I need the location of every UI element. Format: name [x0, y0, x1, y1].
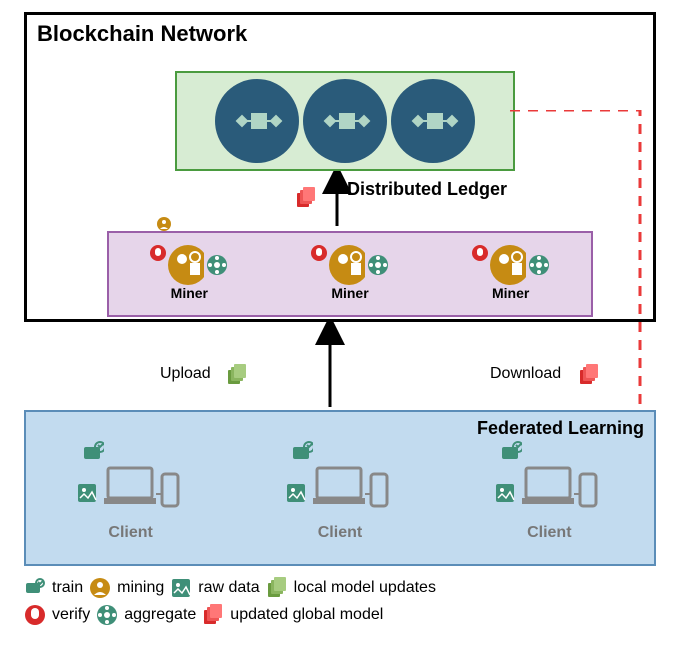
client-group: Client — [494, 442, 604, 542]
legend-label: train — [52, 574, 83, 601]
download-label: Download — [490, 365, 561, 383]
device-icon — [311, 460, 391, 520]
train-icon — [82, 442, 104, 464]
mining-icon — [329, 247, 365, 283]
stacked-docs-icon — [266, 577, 288, 599]
ledger-node — [215, 79, 299, 163]
legend-label: mining — [117, 574, 164, 601]
arrow-fl-to-miners — [310, 322, 350, 412]
aggregate-icon — [96, 604, 118, 626]
legend-label: raw data — [198, 574, 259, 601]
client-label: Client — [527, 524, 571, 542]
ledger-label: Distributed Ledger — [347, 179, 507, 200]
mining-icon — [89, 577, 111, 599]
stacked-docs-icon — [578, 364, 600, 386]
legend-row: verify aggregate updated global model — [24, 601, 656, 628]
client-label: Client — [108, 524, 152, 542]
rawdata-icon — [285, 482, 307, 504]
client-label: Client — [318, 524, 362, 542]
aggregate-icon — [206, 254, 228, 276]
legend-label: verify — [52, 601, 90, 628]
rawdata-icon — [76, 482, 98, 504]
ledger-node — [303, 79, 387, 163]
legend-label: updated global model — [230, 601, 383, 628]
network-title: Blockchain Network — [37, 21, 247, 47]
miner-group: Miner — [311, 247, 389, 301]
mining-small-icon — [157, 217, 171, 231]
arrow-miners-to-ledger — [317, 171, 357, 231]
legend-label: local model updates — [294, 574, 436, 601]
legend-label: aggregate — [124, 601, 196, 628]
federated-learning-box: Federated Learning Client Client — [24, 410, 656, 566]
legend-row: train mining raw data local model update… — [24, 574, 656, 601]
device-icon — [102, 460, 182, 520]
stacked-docs-icon — [202, 604, 224, 626]
verify-icon — [150, 245, 166, 261]
clients-row: Client Client Client — [26, 442, 654, 542]
train-icon — [24, 577, 46, 599]
aggregate-icon — [367, 254, 389, 276]
ledger-box — [175, 71, 515, 171]
client-group: Client — [285, 442, 395, 542]
verify-icon — [311, 245, 327, 261]
miner-label: Miner — [171, 285, 208, 301]
verify-icon — [472, 245, 488, 261]
miner-group: Miner — [150, 247, 228, 301]
miner-icons — [311, 247, 389, 283]
stacked-docs-icon — [226, 364, 248, 386]
rawdata-icon — [494, 482, 516, 504]
miner-label: Miner — [331, 285, 368, 301]
mining-icon — [168, 247, 204, 283]
fl-title: Federated Learning — [477, 418, 644, 439]
ledger-node — [391, 79, 475, 163]
train-icon — [291, 442, 313, 464]
legend: train mining raw data local model update… — [24, 574, 656, 628]
device-icon — [520, 460, 600, 520]
diagram-canvas: Blockchain Network Distributed Ledger — [0, 0, 680, 652]
client-group: Client — [76, 442, 186, 542]
miner-icons — [150, 247, 228, 283]
verify-icon — [24, 604, 46, 626]
stacked-docs-icon — [295, 187, 317, 209]
upload-label: Upload — [160, 365, 211, 383]
rawdata-icon — [170, 577, 192, 599]
train-icon — [500, 442, 522, 464]
